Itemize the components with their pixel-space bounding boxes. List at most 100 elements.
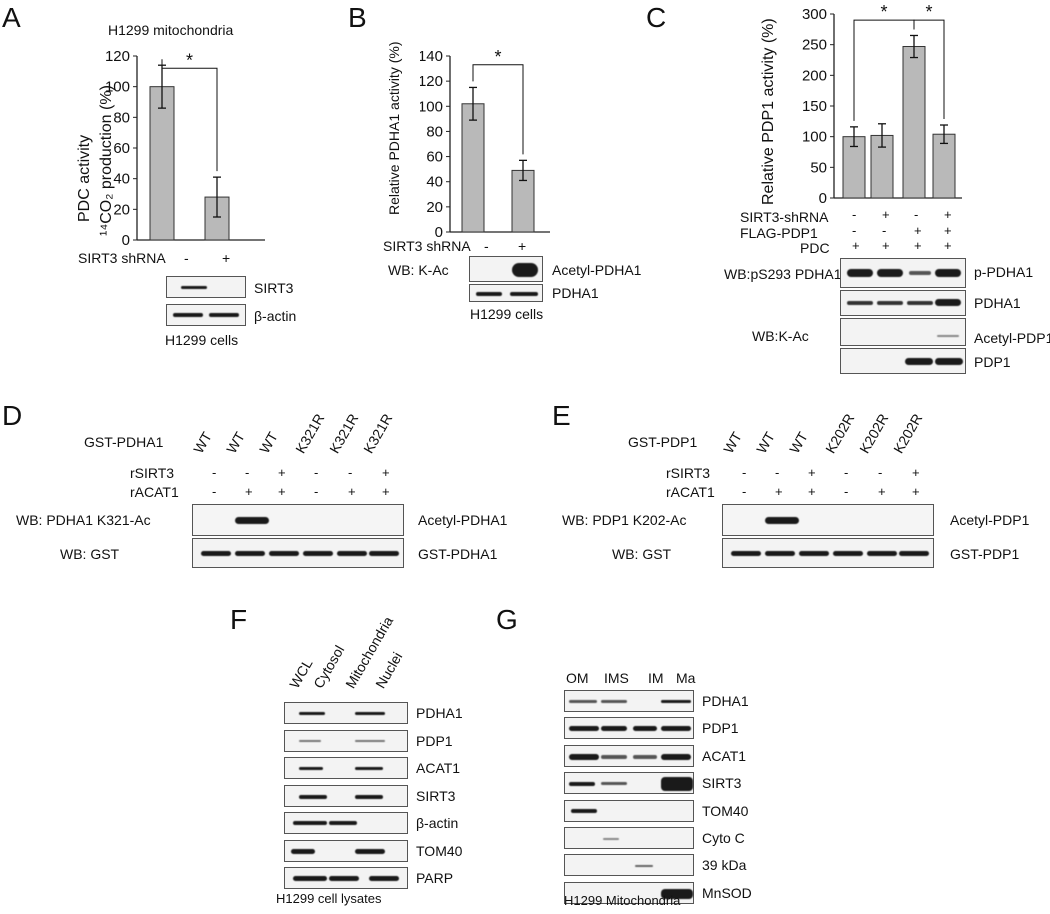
panel-c-blot-label-acetyl-pdp1: Acetyl-PDP1 [974,330,1050,346]
panel-a-blot-label-actin: β-actin [254,308,297,324]
condition-mark: + [382,484,390,499]
y-tick-label: 100 [105,79,130,96]
f-blot-row [284,784,408,807]
f-blot-row [284,839,408,862]
panel-g-footer: H1299 Mitochondria [564,893,681,908]
lane-label: WT [720,429,745,456]
panel-b-row-label: SIRT3 shRNA [383,238,471,254]
panel-d-blot-label-acetyl: Acetyl-PDHA1 [418,512,508,528]
f-blot-label: TOM40 [416,842,463,859]
condition-mark: + [944,238,952,253]
panel-e-blot-label-acetyl: Acetyl-PDP1 [950,512,1030,528]
condition-mark: + [348,484,356,499]
lane-label: K321R [292,410,328,456]
lane-label: WT [753,429,778,456]
lane-label: K321R [360,410,396,456]
panel-b-bar-chart: 0 20 40 60 80 100 120 140 * [420,47,550,241]
g-blot-row [564,827,694,849]
panel-d-blot-gst [192,538,404,568]
panel-a-subtitle: H1299 mitochondria [108,22,234,38]
y-tick-label: 80 [426,123,443,140]
panel-a-bar-chart: 0 20 40 60 80 100 120 * [105,48,265,249]
significance-bracket [913,19,945,120]
panel-b-blot-pdha1 [469,284,543,302]
band [569,700,597,703]
band [601,726,627,732]
condition-mark: - [245,465,250,480]
panel-b-ylabel: Relative PDHA1 activity (%) [386,41,402,216]
condition-mark: - [348,465,353,480]
condition-mark: - [775,465,780,480]
panel-e-blot-acetyl [722,504,934,536]
panel-b-blot-label-pdha1: PDHA1 [552,285,599,301]
panel-b-wb-label: WB: K-Ac [388,262,449,278]
y-tick-label: 120 [105,48,130,65]
band [601,782,627,786]
panel-e-wb-label-2: WB: GST [612,546,672,562]
panel-c-wb-label-2: WB:K-Ac [752,328,809,344]
y-tick-label: 100 [420,98,443,115]
y-tick-label: 0 [122,232,130,249]
condition-mark: - [212,484,217,499]
condition-mark: + [944,223,952,238]
panel-c-blot-label-pdha1: PDHA1 [974,295,1021,311]
panel-b-footer: H1299 cells [470,306,544,322]
g-blot-row [564,744,694,767]
y-tick-label: 20 [426,199,443,216]
f-blot-label: PDHA1 [416,705,463,721]
y-tick-label: 80 [113,109,130,126]
d-row-label: rSIRT3 [130,465,175,481]
band [661,777,693,792]
panel-b-blot-label-acetyl: Acetyl-PDHA1 [552,262,642,278]
condition-mark: + [944,207,952,222]
panel-e-blot-gst [722,538,934,568]
band [661,888,693,899]
band [299,794,327,799]
band [299,712,325,715]
panel-c-blot-pdha1 [840,290,966,316]
condition-mark: - [742,465,747,480]
y-tick-label: 100 [802,129,827,146]
band [355,739,385,742]
f-blot-row [284,702,408,724]
f-blot-row [284,812,408,834]
panel-a-cond-2: + [222,250,231,266]
lane-label: K202R [822,410,858,456]
condition-mark: + [914,238,922,253]
condition-mark: - [914,207,919,222]
y-tick-label: 250 [802,37,827,54]
g-blot-row [564,717,694,740]
significance-bracket [161,59,218,172]
condition-mark: - [742,484,747,499]
band [633,726,657,732]
condition-mark: + [382,465,390,480]
band [571,808,597,813]
band [293,876,327,881]
g-blot-label: ACAT1 [702,747,747,764]
panel-f-lane-cytosol: Cytosol [310,642,348,691]
g-blot-label: TOM40 [702,802,749,819]
panel-g-lane-im: IM [648,670,664,686]
band [355,794,383,799]
y-tick-label: 200 [802,67,827,84]
significance-bracket [472,64,524,155]
panel-d-blot-label-gst: GST-PDHA1 [418,546,498,562]
panel-f-footer: H1299 cell lysates [276,891,382,906]
y-tick-label: 20 [113,201,130,218]
lane-label: K202R [856,410,892,456]
panel-d-blot-acetyl [192,504,404,536]
panel-c-blot-acetyl-pdp1 [840,318,966,346]
condition-mark: + [278,484,286,499]
g-blot-label: PDHA1 [702,693,749,709]
condition-mark: - [844,465,849,480]
y-tick-label: 0 [435,224,443,241]
g-blot-row [564,854,694,877]
condition-mark: - [314,484,319,499]
y-tick-label: 40 [113,171,130,188]
panel-e-letter: E [552,400,571,431]
panel-a-row-label: SIRT3 shRNA [78,250,166,266]
y-tick-label: 150 [802,98,827,115]
f-blot-row [284,757,408,779]
y-tick-label: 60 [113,140,130,157]
